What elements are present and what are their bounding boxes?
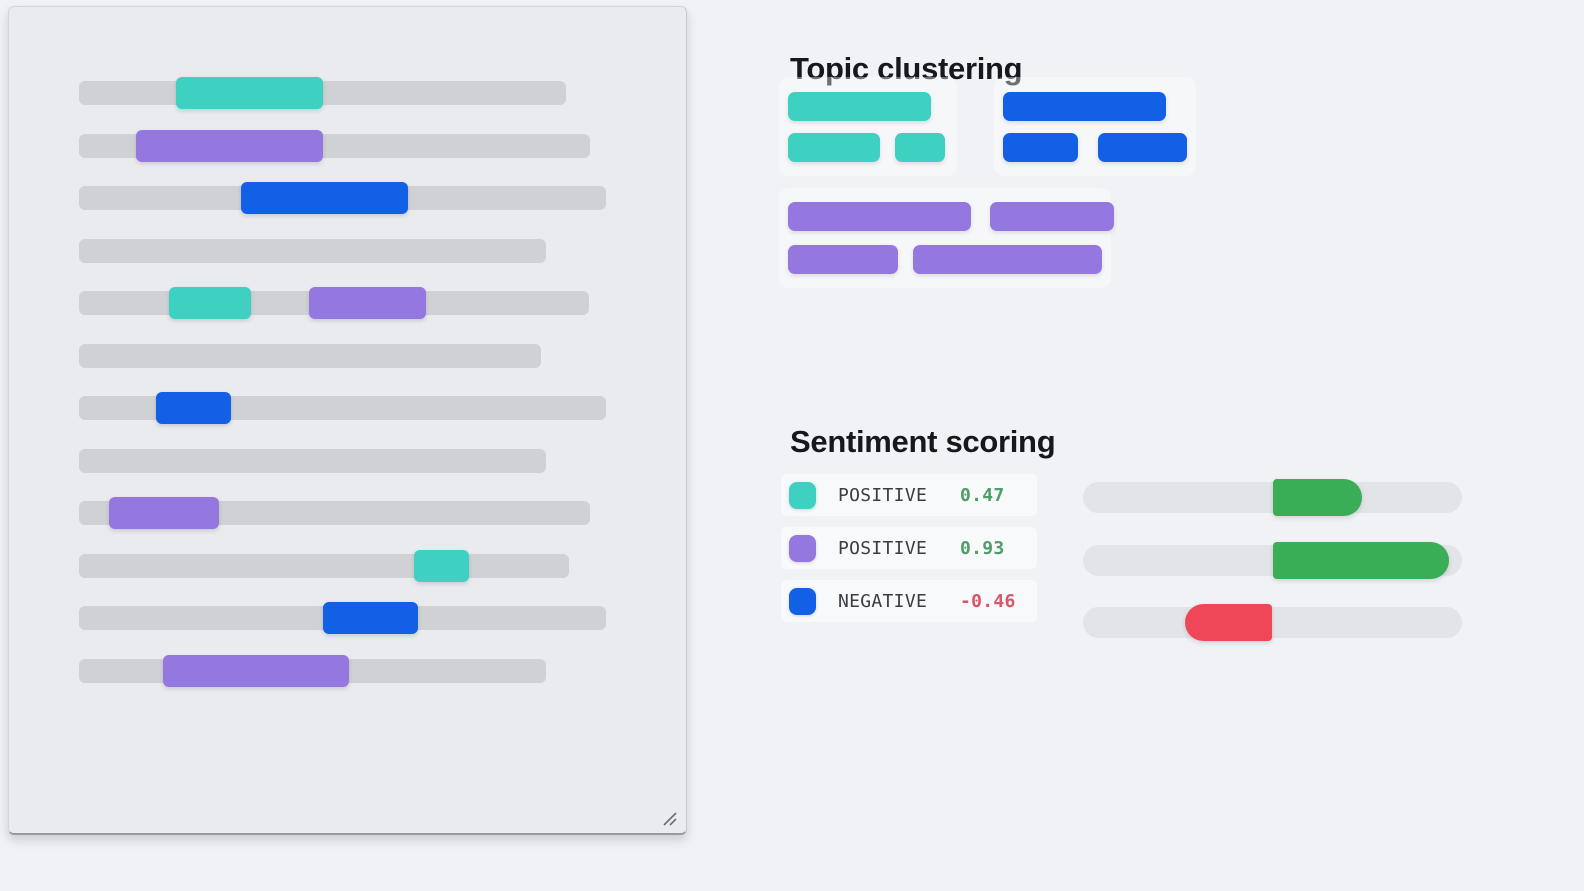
sentiment-score-value: 0.47 [960, 484, 1005, 506]
document-line [79, 497, 590, 529]
topic-clustering-title: Topic clustering [790, 50, 1023, 86]
document-line [79, 287, 589, 319]
sentiment-label: NEGATIVE [838, 590, 928, 612]
sentiment-scoring-title: Sentiment scoring [790, 423, 1056, 459]
sentiment-bar-fill-green [1272, 479, 1362, 516]
sentiment-score-value: 0.93 [960, 537, 1005, 559]
purple-cluster-bar [913, 245, 1102, 274]
document-line [79, 448, 546, 473]
sentiment-bar-track [1083, 604, 1462, 641]
document-line [79, 182, 606, 214]
document-line [79, 129, 590, 162]
sentiment-score-value: -0.46 [960, 590, 1016, 612]
blue-cluster-bar [1003, 92, 1166, 121]
document-preview-card [8, 6, 687, 835]
sentiment-label: POSITIVE [838, 537, 928, 559]
sentiment-legend-row: POSITIVE 0.93 [781, 527, 1037, 569]
sentiment-bar-fill-red [1185, 604, 1273, 641]
sentiment-label: POSITIVE [838, 484, 928, 506]
document-line [79, 77, 566, 109]
sentiment-bar-track [1083, 479, 1462, 516]
document-line [79, 343, 541, 368]
teal-entity-highlight [414, 549, 469, 582]
teal-entity-highlight [176, 77, 323, 109]
sentiment-bar-track [1083, 541, 1462, 579]
blue-cluster-bar [1098, 133, 1187, 162]
resize-grip-icon[interactable] [660, 809, 678, 827]
sentiment-legend-row: NEGATIVE -0.46 [781, 580, 1037, 622]
blue-cluster-bar [1003, 133, 1078, 162]
teal-swatch-icon [789, 481, 816, 509]
purple-swatch-icon [789, 534, 816, 562]
purple-cluster-bar [788, 202, 971, 231]
blue-entity-highlight [241, 182, 408, 214]
teal-cluster-bar [788, 133, 880, 162]
document-line [79, 392, 606, 424]
sentiment-bar-fill-green [1272, 541, 1449, 579]
blue-entity-highlight [323, 602, 418, 634]
teal-cluster-bar [895, 133, 945, 162]
blue-entity-highlight [156, 392, 231, 424]
document-line [79, 238, 546, 263]
teal-entity-highlight [169, 287, 251, 319]
sentiment-legend-row: POSITIVE 0.47 [781, 474, 1037, 516]
blue-swatch-icon [789, 587, 816, 615]
purple-entity-highlight [109, 497, 219, 529]
purple-entity-highlight [163, 654, 349, 687]
purple-cluster-bar [788, 245, 898, 274]
purple-entity-highlight [309, 287, 426, 319]
purple-entity-highlight [136, 129, 323, 162]
document-line [79, 654, 546, 687]
document-line [79, 602, 606, 634]
document-line [79, 549, 569, 582]
teal-cluster-bar [788, 92, 931, 121]
purple-cluster-bar [990, 202, 1114, 231]
